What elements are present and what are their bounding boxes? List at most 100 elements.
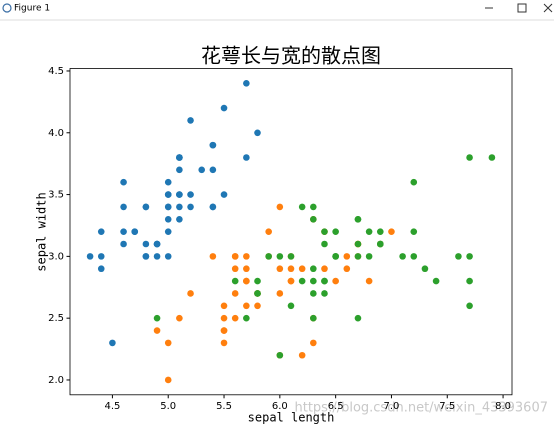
y-tick-label: 4.5: [48, 66, 64, 77]
point: [142, 203, 150, 211]
point: [321, 240, 328, 248]
point: [109, 339, 116, 347]
point: [276, 351, 284, 359]
point: [97, 253, 105, 260]
point: [153, 314, 161, 322]
maximize-button[interactable]: [517, 3, 527, 13]
point: [176, 166, 183, 174]
y-tick-label: 2.5: [48, 313, 64, 324]
point: [231, 253, 239, 260]
point: [298, 203, 306, 211]
point: [231, 277, 239, 285]
point: [164, 339, 172, 347]
y-tick-label: 3.0: [48, 251, 64, 262]
x-tick-label: 8.0: [495, 401, 511, 412]
point: [220, 314, 228, 322]
point: [243, 253, 250, 260]
point: [276, 265, 284, 273]
point: [287, 302, 295, 310]
point: [421, 265, 429, 273]
point: [276, 290, 284, 297]
point: [198, 166, 206, 174]
point: [254, 290, 261, 297]
point: [120, 240, 127, 248]
point: [343, 253, 351, 260]
point: [354, 215, 362, 223]
x-tick-label: 5.5: [216, 401, 232, 412]
point: [220, 302, 228, 310]
point: [120, 203, 127, 211]
point: [86, 253, 94, 260]
x-tick-label: 5.0: [160, 401, 176, 412]
point: [120, 228, 127, 235]
y-tick-label: 3.5: [48, 190, 64, 201]
point: [243, 277, 250, 285]
point: [231, 265, 239, 273]
point: [466, 277, 473, 285]
y-tick-label: 4.0: [48, 128, 64, 139]
point: [332, 253, 339, 260]
point: [265, 228, 272, 235]
point: [287, 265, 295, 273]
point: [97, 228, 105, 235]
point: [153, 240, 161, 248]
close-button[interactable]: [543, 3, 553, 13]
x-tick-label: 7.5: [439, 401, 455, 412]
point: [164, 376, 172, 384]
point: [176, 154, 183, 161]
point: [187, 290, 194, 297]
point: [455, 253, 462, 260]
point: [153, 253, 161, 260]
chart-title: 花萼长与宽的散点图: [201, 44, 381, 68]
point: [243, 302, 250, 310]
point: [142, 240, 150, 248]
point: [410, 253, 418, 260]
point: [276, 203, 284, 211]
watermark: https://blog.csdn.net/weixin_43393607: [294, 401, 548, 416]
x-tick-label: 4.5: [104, 401, 120, 412]
point: [243, 80, 250, 87]
point: [220, 327, 228, 334]
point: [321, 228, 328, 235]
point: [220, 104, 228, 112]
point: [142, 253, 150, 260]
point: [97, 265, 105, 273]
x-tick-label: 6.5: [328, 401, 344, 412]
point: [243, 314, 250, 322]
point: [164, 191, 172, 198]
point: [187, 203, 194, 211]
point: [298, 265, 306, 273]
point: [466, 302, 473, 310]
point: [332, 277, 339, 285]
point: [466, 154, 473, 161]
y-axis-label: sepal width: [35, 192, 49, 271]
point: [310, 314, 317, 322]
point: [265, 253, 272, 260]
point: [120, 178, 127, 186]
point: [365, 253, 373, 260]
point: [488, 154, 496, 161]
point: [176, 215, 183, 223]
point: [254, 302, 261, 310]
point: [298, 277, 306, 285]
point: [365, 277, 373, 285]
point: [432, 277, 440, 285]
point: [209, 166, 217, 174]
point: [220, 191, 228, 198]
window-title: Figure 1: [14, 4, 50, 14]
point: [310, 215, 317, 223]
point: [399, 253, 406, 260]
point: [287, 253, 295, 260]
point: [176, 314, 183, 322]
point: [354, 314, 362, 322]
x-tick-label: 7.0: [384, 401, 400, 412]
point: [243, 265, 250, 273]
point: [187, 191, 194, 198]
point: [209, 203, 217, 211]
point: [209, 141, 217, 149]
point: [343, 265, 351, 273]
point: [354, 240, 362, 248]
point: [365, 228, 373, 235]
point: [231, 290, 239, 297]
